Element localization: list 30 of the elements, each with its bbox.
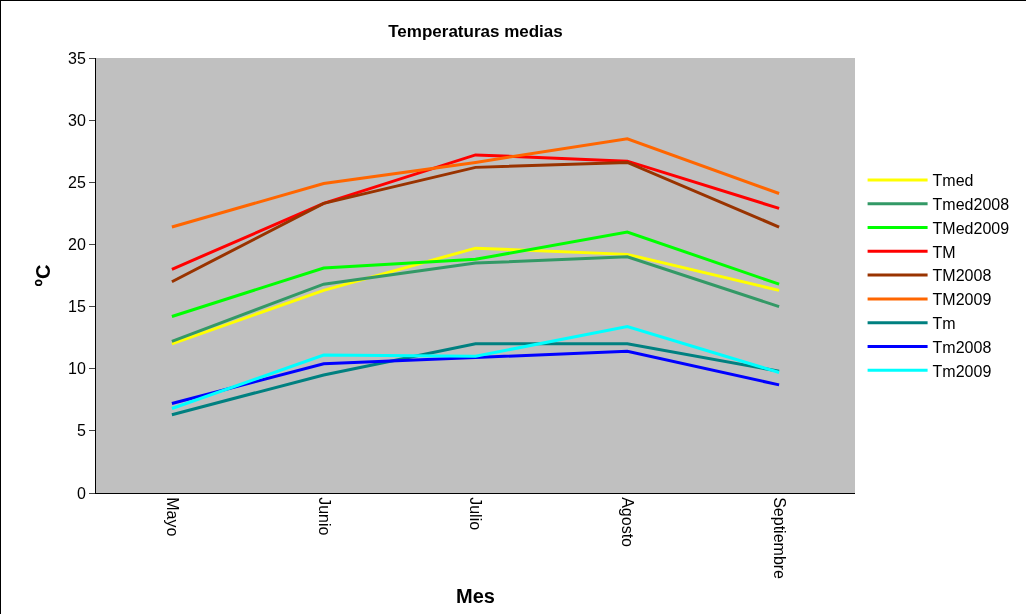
x-tick-label: Mayo — [163, 497, 181, 537]
y-tick-label: 20 — [68, 236, 86, 254]
chart-title: Temperaturas medias — [388, 22, 563, 42]
y-tick-label: 0 — [76, 484, 86, 502]
x-tick-label: Agosto — [619, 497, 637, 548]
line-series — [170, 137, 781, 229]
y-axis-title: ºC — [31, 264, 54, 287]
x-tick-label: Junio — [315, 497, 333, 536]
y-tick-label: 30 — [68, 111, 86, 129]
line-series — [170, 160, 781, 284]
x-tick-label: Septiembre — [770, 497, 788, 580]
legend-label: TM2008 — [932, 267, 992, 285]
legend-label: Tm2008 — [932, 338, 992, 356]
legend-label: Tm — [932, 314, 956, 332]
line-series — [170, 324, 781, 410]
y-tick-label: 25 — [68, 173, 86, 191]
legend-label: Tmed — [932, 172, 974, 190]
y-tick-label: 10 — [68, 360, 86, 378]
legend-label: TMed2009 — [932, 219, 1010, 237]
legend-label: TM — [932, 243, 956, 261]
y-tick-label: 15 — [68, 298, 86, 316]
y-tick-label: 35 — [68, 49, 86, 67]
x-axis-title: Mes — [456, 584, 495, 607]
x-tick-label: Julio — [467, 497, 485, 531]
legend-label: TM2009 — [932, 291, 992, 309]
y-tick-label: 5 — [76, 422, 86, 440]
line-series — [170, 349, 781, 406]
legend-label: Tm2009 — [932, 362, 992, 380]
legend-label: Tmed2008 — [932, 195, 1010, 213]
line-series — [170, 230, 781, 319]
